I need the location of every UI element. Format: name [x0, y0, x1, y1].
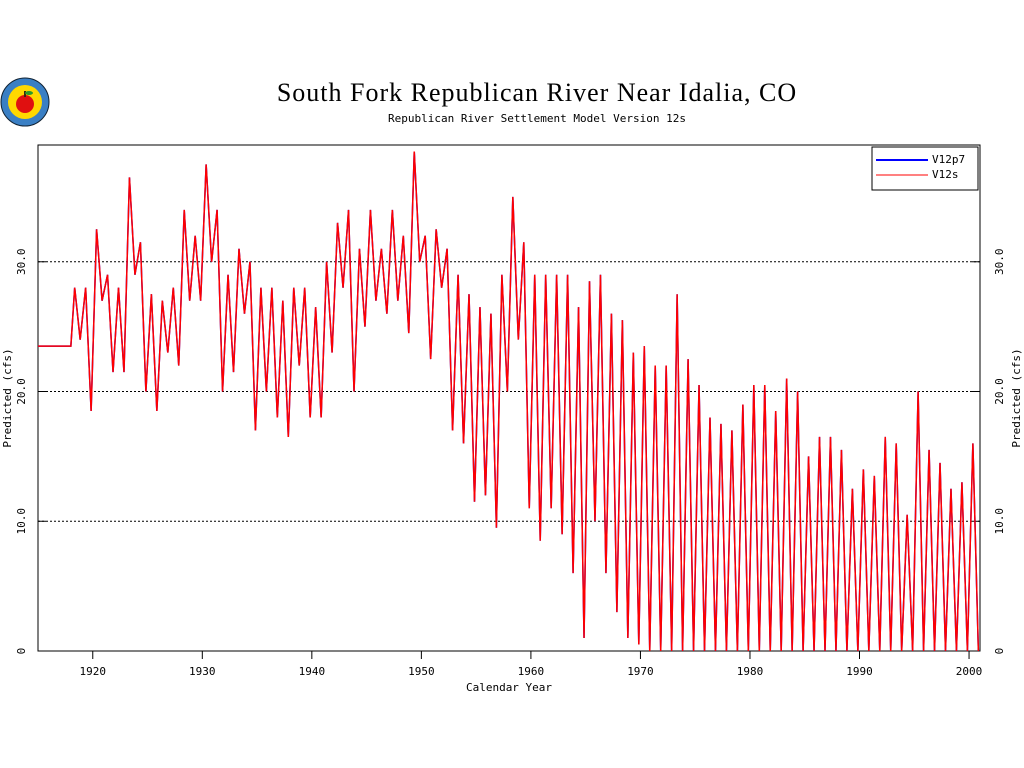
x-tick-label: 1920 [80, 665, 107, 678]
logo [0, 77, 50, 127]
data-line [38, 151, 980, 652]
x-tick-label: 1950 [408, 665, 435, 678]
x-tick-label: 1940 [299, 665, 326, 678]
x-tick-label: 2000 [956, 665, 983, 678]
x-tick-label: 1990 [846, 665, 873, 678]
y2-tick-label: 0 [993, 648, 1006, 655]
legend-label: V12p7 [932, 153, 965, 166]
y2-tick-label: 20.0 [993, 378, 1006, 405]
x-tick-label: 1970 [627, 665, 654, 678]
x-tick-label: 1960 [518, 665, 545, 678]
y2-tick-label: 30.0 [993, 249, 1006, 276]
x-axis-label: Calendar Year [466, 681, 552, 694]
y-tick-label: 30.0 [15, 249, 28, 276]
legend-label: V12s [932, 168, 959, 181]
x-tick-label: 1980 [737, 665, 764, 678]
legend-box [871, 146, 979, 191]
y-tick-label: 0 [15, 648, 28, 655]
y-tick-label: 10.0 [15, 508, 28, 535]
y-tick-label: 20.0 [15, 378, 28, 405]
y2-tick-label: 10.0 [993, 508, 1006, 535]
chart-title: South Fork Republican River Near Idalia,… [277, 78, 797, 107]
plot-frame [37, 144, 981, 652]
chart-subtitle: Republican River Settlement Model Versio… [388, 112, 686, 125]
x-tick-label: 1930 [189, 665, 216, 678]
y2-axis-label: Predicted (cfs) [1010, 348, 1023, 447]
y-axis-label: Predicted (cfs) [1, 348, 14, 447]
